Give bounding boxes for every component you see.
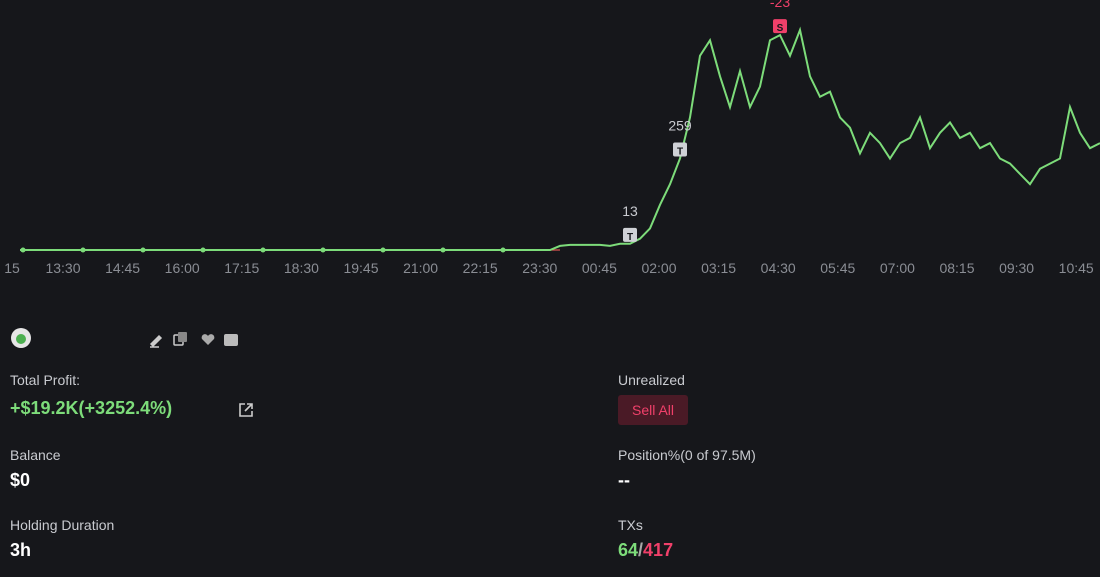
x-tick-label: 18:30: [284, 260, 319, 276]
flat-dot: [200, 247, 206, 253]
x-tick-label: 09:30: [999, 260, 1034, 276]
x-tick-label: 14:45: [105, 260, 140, 276]
flat-dot: [500, 247, 506, 253]
flat-dot: [320, 247, 326, 253]
flat-dot: [440, 247, 446, 253]
marker-label: -23: [770, 0, 790, 10]
total-profit: +$19.2K(+3252.4%): [10, 398, 173, 418]
marker-box: [623, 227, 637, 242]
x-tick-label: 10:45: [1059, 260, 1094, 276]
marker-tag: T: [627, 232, 633, 243]
marker-tag: T: [677, 147, 683, 158]
label: Unrealized: [618, 372, 685, 388]
toolbar-icons: [11, 328, 238, 348]
x-tick-label: 17:15: [224, 260, 259, 276]
x-tick-label: 19:45: [343, 260, 378, 276]
marker-box: [673, 142, 687, 157]
sells: 417: [643, 540, 674, 560]
flat-dot: [140, 247, 146, 253]
marker-label: 259: [668, 118, 692, 134]
price-line: [20, 26, 1100, 251]
x-tick-label: 13:30: [45, 260, 80, 276]
x-tick-label: 07:00: [880, 260, 915, 276]
balance: $0: [10, 470, 31, 490]
flat-dot: [380, 247, 386, 253]
flat-dot: [80, 247, 86, 253]
separator: /: [638, 540, 644, 560]
label: Position%(0 of 97.5M): [618, 447, 756, 463]
x-tick-label: 21:00: [403, 260, 438, 276]
x-tick-label: 15: [4, 260, 20, 276]
marker-label: 13: [622, 203, 638, 219]
position: --: [618, 470, 630, 490]
avatar-inner: [16, 334, 26, 344]
heart-icon[interactable]: [201, 334, 215, 345]
flat-dot: [20, 247, 26, 253]
txs: 64/417: [618, 540, 673, 561]
copy-icon-back: [178, 332, 187, 342]
label: Total Profit:: [10, 372, 81, 388]
marker-box: [773, 19, 787, 34]
x-tick-label: 08:15: [939, 260, 974, 276]
x-tick-label: 02:00: [641, 260, 676, 276]
x-tick-label: 03:15: [701, 260, 736, 276]
label: TXs: [618, 517, 643, 533]
sell-all-button[interactable]: Sell All: [618, 395, 688, 425]
holding-duration: 3h: [10, 540, 32, 560]
x-tick-label: 16:00: [165, 260, 200, 276]
buys: 64: [618, 540, 639, 560]
x-tick-label: 23:30: [522, 260, 557, 276]
marker-tag: S: [777, 23, 784, 34]
x-tick-label: 22:15: [463, 260, 498, 276]
x-tick-label: 00:45: [582, 260, 617, 276]
flat-dot: [260, 247, 266, 253]
x-tick-label: 04:30: [761, 260, 796, 276]
x-tick-label: 05:45: [820, 260, 855, 276]
label: Holding Duration: [10, 517, 115, 533]
label: Balance: [10, 447, 61, 463]
bot-icon[interactable]: [224, 334, 238, 346]
edit-icon[interactable]: [149, 334, 163, 348]
external-link-icon[interactable]: [237, 401, 255, 419]
price-chart: 15 13:30 14:45 16:00 17:15 18:30 19:45 21:00 22:…: [4, 0, 1100, 276]
